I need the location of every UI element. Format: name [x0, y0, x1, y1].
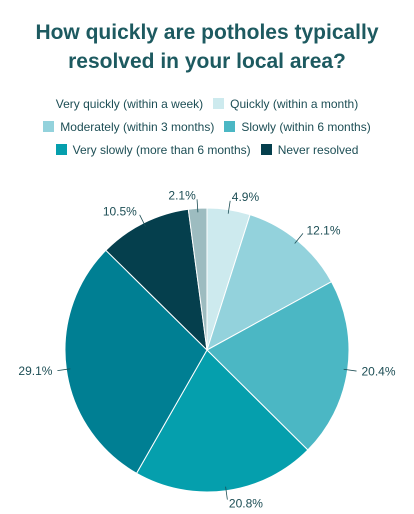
leader-line [139, 214, 146, 227]
chart-title-line-2: resolved in your local area? [68, 50, 346, 73]
leader-line [343, 368, 357, 372]
slice-data-label: 12.1% [307, 223, 341, 237]
legend-item: Slowly (within 6 months) [224, 119, 371, 134]
chart-title: How quickly are potholes typically resol… [0, 18, 414, 76]
legend-label: Moderately (within 3 months) [60, 119, 215, 134]
legend-swatch [55, 144, 67, 155]
legend-swatch [43, 121, 55, 132]
leader-line [225, 486, 228, 500]
slice-data-label: 4.9% [232, 190, 260, 204]
legend-item: Very quickly (within a week) [56, 97, 203, 111]
legend-item: Quickly (within a month) [213, 97, 358, 111]
chart-legend: Very quickly (within a week) Quickly (wit… [0, 92, 414, 161]
legend-label: Very slowly (more than 6 months) [72, 142, 251, 157]
slice-data-label: 29.1% [18, 364, 52, 378]
leader-line [227, 200, 231, 214]
legend-label: Never resolved [277, 142, 359, 157]
chart-title-line-1: How quickly are potholes typically [35, 21, 379, 44]
slice-data-label: 2.1% [168, 188, 196, 202]
legend-swatch [224, 121, 236, 132]
legend-row: Very quickly (within a week) Quickly (wit… [0, 92, 414, 115]
slice-data-label: 10.5% [103, 204, 137, 218]
legend-row: Very slowly (more than 6 months) Never re… [0, 138, 414, 161]
leader-line [196, 199, 199, 213]
legend-label: Quickly (within a month) [230, 96, 359, 111]
legend-item: Never resolved [260, 142, 359, 157]
leader-line [57, 368, 71, 371]
slice-data-label: 20.4% [361, 365, 395, 379]
legend-item: Moderately (within 3 months) [43, 120, 214, 134]
legend-label: Slowly (within 6 months) [241, 119, 371, 134]
legend-swatch [260, 144, 272, 155]
legend-swatch [213, 98, 225, 109]
legend-row: Moderately (within 3 months) Slowly (with… [0, 115, 414, 138]
slice-data-label: 20.8% [229, 497, 263, 511]
leader-line [294, 233, 304, 244]
legend-label: Very quickly (within a week) [55, 96, 204, 111]
legend-item: Very slowly (more than 6 months) [55, 142, 251, 157]
